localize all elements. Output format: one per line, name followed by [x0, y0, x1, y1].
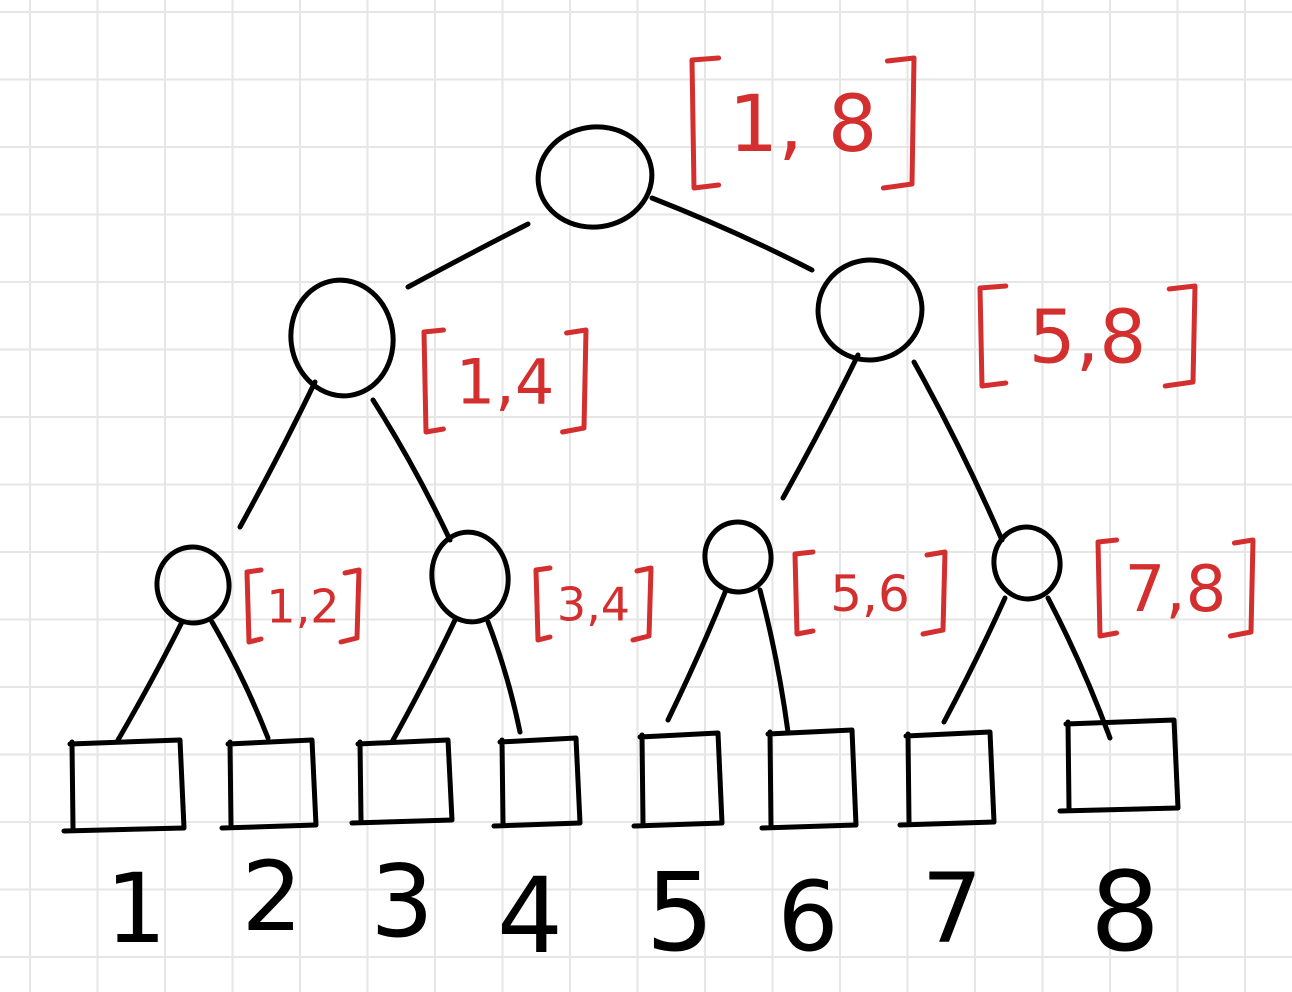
leaf-number-7: 7	[921, 853, 982, 965]
tree-node-n-1-4	[288, 277, 396, 399]
leaf-box-5	[631, 730, 725, 829]
tree-edge	[665, 587, 729, 723]
right-bracket	[920, 549, 948, 637]
range-text: 3,4	[557, 578, 630, 632]
leaf-box-6	[759, 727, 859, 831]
leaf-box-7	[897, 729, 997, 828]
tree-edge	[911, 359, 1005, 543]
tree-edge	[757, 587, 791, 735]
left-bracket	[977, 283, 1009, 389]
range-text: 5,6	[830, 565, 910, 623]
tree-node-n-5-8	[815, 257, 925, 363]
range-label-n-7-8: 7,8	[1095, 537, 1256, 639]
leaf-number-6: 6	[777, 861, 838, 973]
tree-edge	[485, 619, 523, 735]
range-label-n-5-6: 5,6	[792, 549, 948, 637]
tree-edge	[405, 221, 531, 290]
tree-edges	[115, 195, 1113, 745]
tree-node-n-3-4	[429, 529, 511, 625]
tree-edge	[237, 379, 318, 530]
right-bracket	[880, 55, 917, 191]
left-bracket	[1095, 537, 1120, 639]
tree-edge	[780, 352, 861, 501]
range-text: 5,8	[1029, 295, 1147, 381]
tree-nodes	[154, 124, 1063, 626]
right-bracket	[560, 327, 589, 435]
right-bracket	[1162, 283, 1198, 389]
tree-edge	[389, 617, 458, 745]
leaf-number-5: 5	[646, 851, 715, 976]
tree-node-n-1-2	[154, 544, 232, 626]
leaf-number-4: 4	[497, 855, 563, 977]
range-text: 7,8	[1125, 553, 1227, 627]
tree-edge	[649, 195, 815, 273]
range-label-n-1-4: 1,4	[421, 327, 589, 435]
right-bracket	[630, 565, 654, 643]
left-bracket	[244, 567, 264, 645]
leaf-number-8: 8	[1090, 848, 1160, 976]
leaf-number-2: 2	[241, 841, 302, 953]
leaf-number-3: 3	[370, 843, 434, 960]
tree-node-n-7-8	[991, 524, 1063, 602]
tree-edge	[209, 619, 271, 741]
range-text: 1,2	[266, 580, 339, 634]
left-bracket	[533, 565, 553, 643]
leaf-box-4	[491, 735, 583, 829]
range-label-root: 1, 8	[689, 55, 917, 191]
left-bracket	[792, 549, 816, 637]
range-text: 1,4	[456, 345, 555, 418]
leaf-number-1: 1	[105, 853, 166, 965]
tree-edge	[370, 397, 453, 543]
tree-node-root	[535, 124, 655, 230]
leaf-box-1	[61, 737, 187, 834]
leaf-box-8	[1057, 717, 1181, 814]
range-labels: 1, 8 1,4 5,8 1,2 3,4 5,6 7,8	[244, 55, 1256, 645]
leaf-box-3	[349, 737, 455, 826]
leaf-boxes	[61, 717, 1181, 834]
left-bracket	[421, 327, 446, 435]
tree-node-n-5-6	[702, 519, 774, 595]
range-label-n-1-2: 1,2	[244, 567, 362, 645]
left-bracket	[689, 55, 722, 191]
right-bracket	[1227, 537, 1256, 639]
range-text: 1, 8	[729, 80, 878, 170]
tree-edge	[941, 595, 1008, 725]
tree-edge	[115, 619, 185, 743]
right-bracket	[338, 567, 362, 645]
range-label-n-3-4: 3,4	[533, 565, 654, 643]
leaf-box-2	[219, 737, 319, 831]
range-label-n-5-8: 5,8	[977, 283, 1198, 389]
